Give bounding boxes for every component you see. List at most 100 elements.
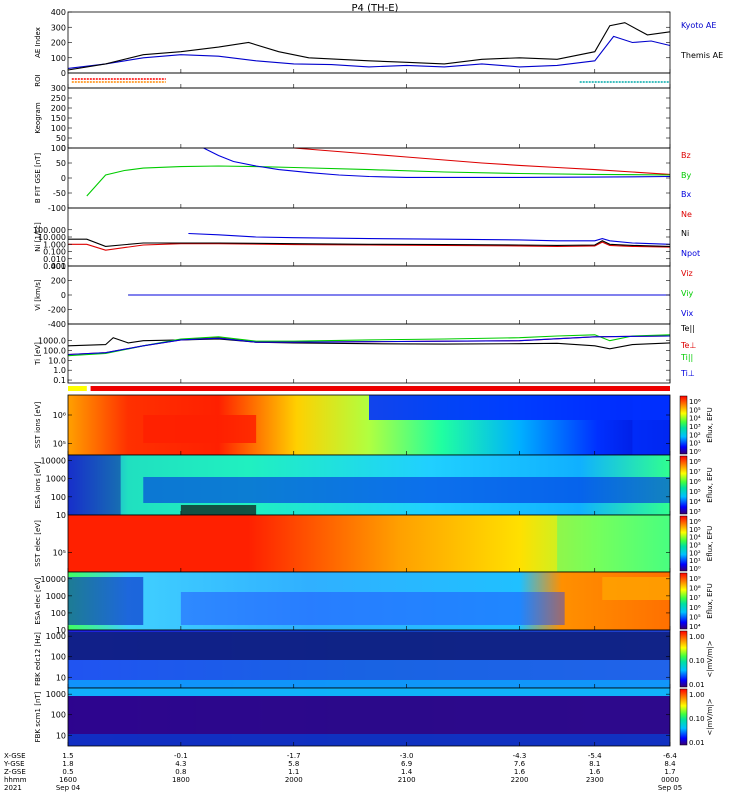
legend-entry: Te|| — [680, 324, 695, 333]
legend-entry: Bz — [681, 151, 691, 160]
panel-frame-density — [67, 207, 671, 267]
spectrogram-low-region — [369, 395, 670, 420]
y-tick-label: 1000 — [46, 592, 66, 601]
figure-title: P4 (TH-E) — [352, 3, 399, 14]
panel-frame-fbk_b — [67, 687, 671, 747]
y-axis-label: SST ions [eV] — [34, 401, 42, 448]
colorbar-tick-label: 10⁷ — [689, 468, 701, 476]
y-tick-label: 100 — [51, 653, 66, 662]
colorbar-tick-label: 10⁶ — [689, 604, 701, 612]
legend-entry: Npot — [681, 249, 700, 258]
panel-frame-roi — [67, 72, 671, 89]
series-line-bfield-2 — [203, 147, 671, 178]
y-tick-label: 0.010 — [43, 255, 66, 264]
y-tick-label: 10 — [56, 731, 66, 740]
y-tick-label: 10.000 — [38, 233, 66, 242]
colorbar-tick-label: 10⁸ — [689, 585, 701, 593]
y-tick-label: 100 — [51, 54, 66, 63]
x-tick-label: 2100 — [398, 776, 416, 784]
colorbar — [679, 515, 688, 572]
spectrogram-mid-region — [68, 680, 670, 688]
date-start-label: Sep 04 — [56, 784, 81, 792]
colorbar-tick-label: 10³ — [689, 508, 701, 516]
y-tick-label: 300 — [51, 84, 66, 93]
panel-frame-bfield — [67, 147, 671, 209]
ephemeris-value: 8.4 — [664, 760, 676, 768]
y-tick-label: -400 — [48, 320, 66, 329]
panel-frame-keogram — [67, 87, 671, 149]
y-tick-label: 10 — [56, 673, 66, 682]
y-axis-label: FBK scm1 [nT] — [34, 691, 42, 742]
panel-ae — [67, 22, 671, 71]
y-axis-label: ESA ions [eV] — [34, 461, 42, 508]
y-tick-label: 200 — [51, 39, 66, 48]
ephemeris-row-label: Y-GSE — [3, 760, 25, 768]
y-tick-label: 0.001 — [43, 262, 66, 271]
ephemeris-value: 0.8 — [175, 768, 186, 776]
ephemeris-value: 1.6 — [589, 768, 601, 776]
y-tick-label: 100.0 — [43, 347, 66, 356]
spectrogram-low-region — [68, 696, 670, 734]
colorbar-tick-label: 10⁶ — [689, 398, 701, 406]
y-tick-label: 200 — [51, 104, 66, 113]
y-tick-label: 50 — [56, 159, 66, 168]
series-line-bfield-1 — [86, 165, 671, 197]
colorbar-tick-label: 10⁵ — [689, 488, 701, 496]
legend-entry: Ne — [681, 210, 692, 219]
x-tick-label: 2200 — [511, 776, 529, 784]
legend-entry: Viz — [681, 269, 693, 278]
y-axis-label: ROI — [34, 74, 42, 86]
y-tick-label: 100.000 — [33, 226, 66, 235]
colorbar-tick-label: 10⁴ — [689, 415, 701, 423]
y-tick-label: 0 — [61, 69, 66, 78]
colorbar — [679, 572, 688, 630]
y-tick-label: 10.0 — [48, 356, 66, 365]
colorbar-tick-label: 10⁵ — [689, 613, 701, 621]
y-axis-label: Vi [km/s] — [34, 279, 42, 310]
spectrogram-low-region — [68, 734, 670, 746]
colorbar-tick-label: 10⁵ — [689, 406, 701, 414]
colorbar-tick-label: 10² — [689, 549, 701, 557]
series-line-temperature-3 — [67, 335, 671, 356]
legend-entry: Vix — [681, 309, 694, 318]
y-tick-label: 1000 — [46, 690, 66, 699]
legend-entry: Themis AE — [680, 51, 723, 60]
y-tick-label: 10 — [56, 511, 66, 520]
spectrogram-low-region — [180, 592, 565, 625]
legend-entry: Viy — [681, 289, 694, 298]
y-tick-label: 10000 — [41, 456, 66, 465]
spectrogram-sst_elec — [68, 515, 670, 572]
spectrogram-low-region — [143, 477, 670, 503]
y-tick-label: -200 — [48, 306, 66, 315]
colorbar-tick-label: 1.00 — [689, 633, 705, 641]
spectrogram-mid-region — [68, 688, 670, 696]
colorbar-tick-label: 0.10 — [689, 657, 705, 665]
legend-entry: Ni — [681, 229, 689, 238]
ephemeris-value: -1.7 — [287, 752, 301, 760]
series-line-bfield-0 — [293, 147, 671, 175]
y-tick-label: -50 — [53, 189, 66, 198]
panel-temperature — [67, 334, 671, 357]
y-tick-label: 100 — [51, 711, 66, 720]
y-tick-label: 10⁶ — [53, 411, 66, 420]
y-axis-label: FBK edc12 [Hz] — [34, 632, 42, 686]
colorbar-tick-label: 10⁴ — [689, 623, 701, 631]
series-line-ae-1 — [67, 22, 671, 71]
colorbar — [679, 455, 688, 515]
legend-entry: Kyoto AE — [681, 21, 716, 30]
ephemeris-value: -5.4 — [588, 752, 602, 760]
panel-bfield — [86, 147, 671, 197]
spectrogram-esa_elec — [68, 572, 670, 630]
y-axis-label: Ni [1/cc] — [34, 222, 42, 252]
y-tick-label: 150 — [51, 114, 66, 123]
ephemeris-value: 1.7 — [664, 768, 675, 776]
legend-entry: Ti|| — [680, 353, 693, 362]
colorbar-tick-label: 0.10 — [689, 715, 705, 723]
x-tick-label: 0000 — [661, 776, 679, 784]
y-tick-label: 400 — [51, 262, 66, 271]
ephemeris-row-label: Z-GSE — [4, 768, 26, 776]
y-tick-label: 200 — [51, 277, 66, 286]
y-tick-label: 1000.0 — [38, 337, 66, 346]
colorbar-tick-label: 10⁰ — [689, 565, 701, 573]
